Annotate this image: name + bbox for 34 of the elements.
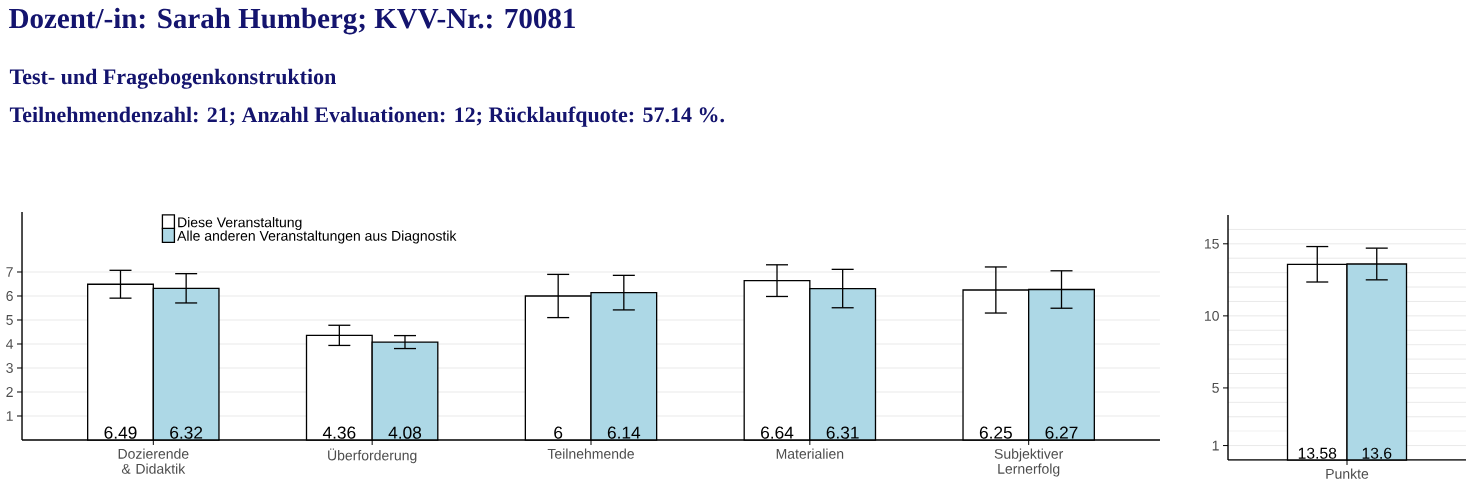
y-tick-label: 3 (6, 363, 13, 373)
data-label: 13.58 (1298, 447, 1337, 459)
y-tick-label: 2 (6, 387, 13, 397)
y-tick-label: 10 (1204, 310, 1219, 321)
chart-subtitle: Test- und Fragebogenkonstruktion (9, 68, 336, 89)
legend-label: Diese Veranstaltung (178, 217, 302, 231)
x-tick-label: Subjektiver Lernerfolg (994, 448, 1064, 477)
y-tick-label: 1 (1212, 440, 1219, 451)
data-label: 6.25 (979, 426, 1012, 439)
data-label: 4.36 (322, 426, 356, 439)
data-label: 6 (554, 426, 563, 439)
data-label: 6.27 (1045, 426, 1078, 439)
y-tick-label: 1 (6, 411, 13, 421)
x-tick-label: Punkte (1326, 468, 1369, 479)
data-label: 6.31 (826, 426, 859, 439)
x-tick-label: Teilnehmende (547, 448, 634, 459)
y-tick-label: 7 (6, 267, 13, 277)
data-label: 4.08 (388, 426, 422, 439)
text: Teilnehmendenzahl: 21; Anzahl Evaluationen: 12; Rücklaufquote: 57.14 %. (9, 106, 725, 127)
data-label: 6.64 (761, 426, 794, 439)
y-tick-label: 4 (6, 339, 14, 349)
x-tick-label: Materialien (776, 448, 844, 459)
y-tick-label: 15 (1204, 238, 1219, 249)
x-tick-label: Überforderung (328, 448, 417, 464)
data-label: 13.6 (1362, 447, 1392, 459)
data-label: 6.49 (104, 426, 137, 439)
y-tick-label: 5 (1212, 383, 1219, 393)
chart-title: Dozent/-in: Sarah Humberg; KVV-Nr.: 70081 (9, 7, 575, 35)
x-tick-label: Dozierende & Didaktik (118, 448, 189, 474)
data-label: 6.14 (607, 426, 641, 439)
y-tick-label: 6 (6, 291, 13, 301)
legend-label: Alle anderen Veranstaltungen aus Diagnostik (177, 230, 457, 244)
y-tick-label: 5 (6, 315, 13, 325)
data-label: 6.32 (170, 426, 203, 439)
